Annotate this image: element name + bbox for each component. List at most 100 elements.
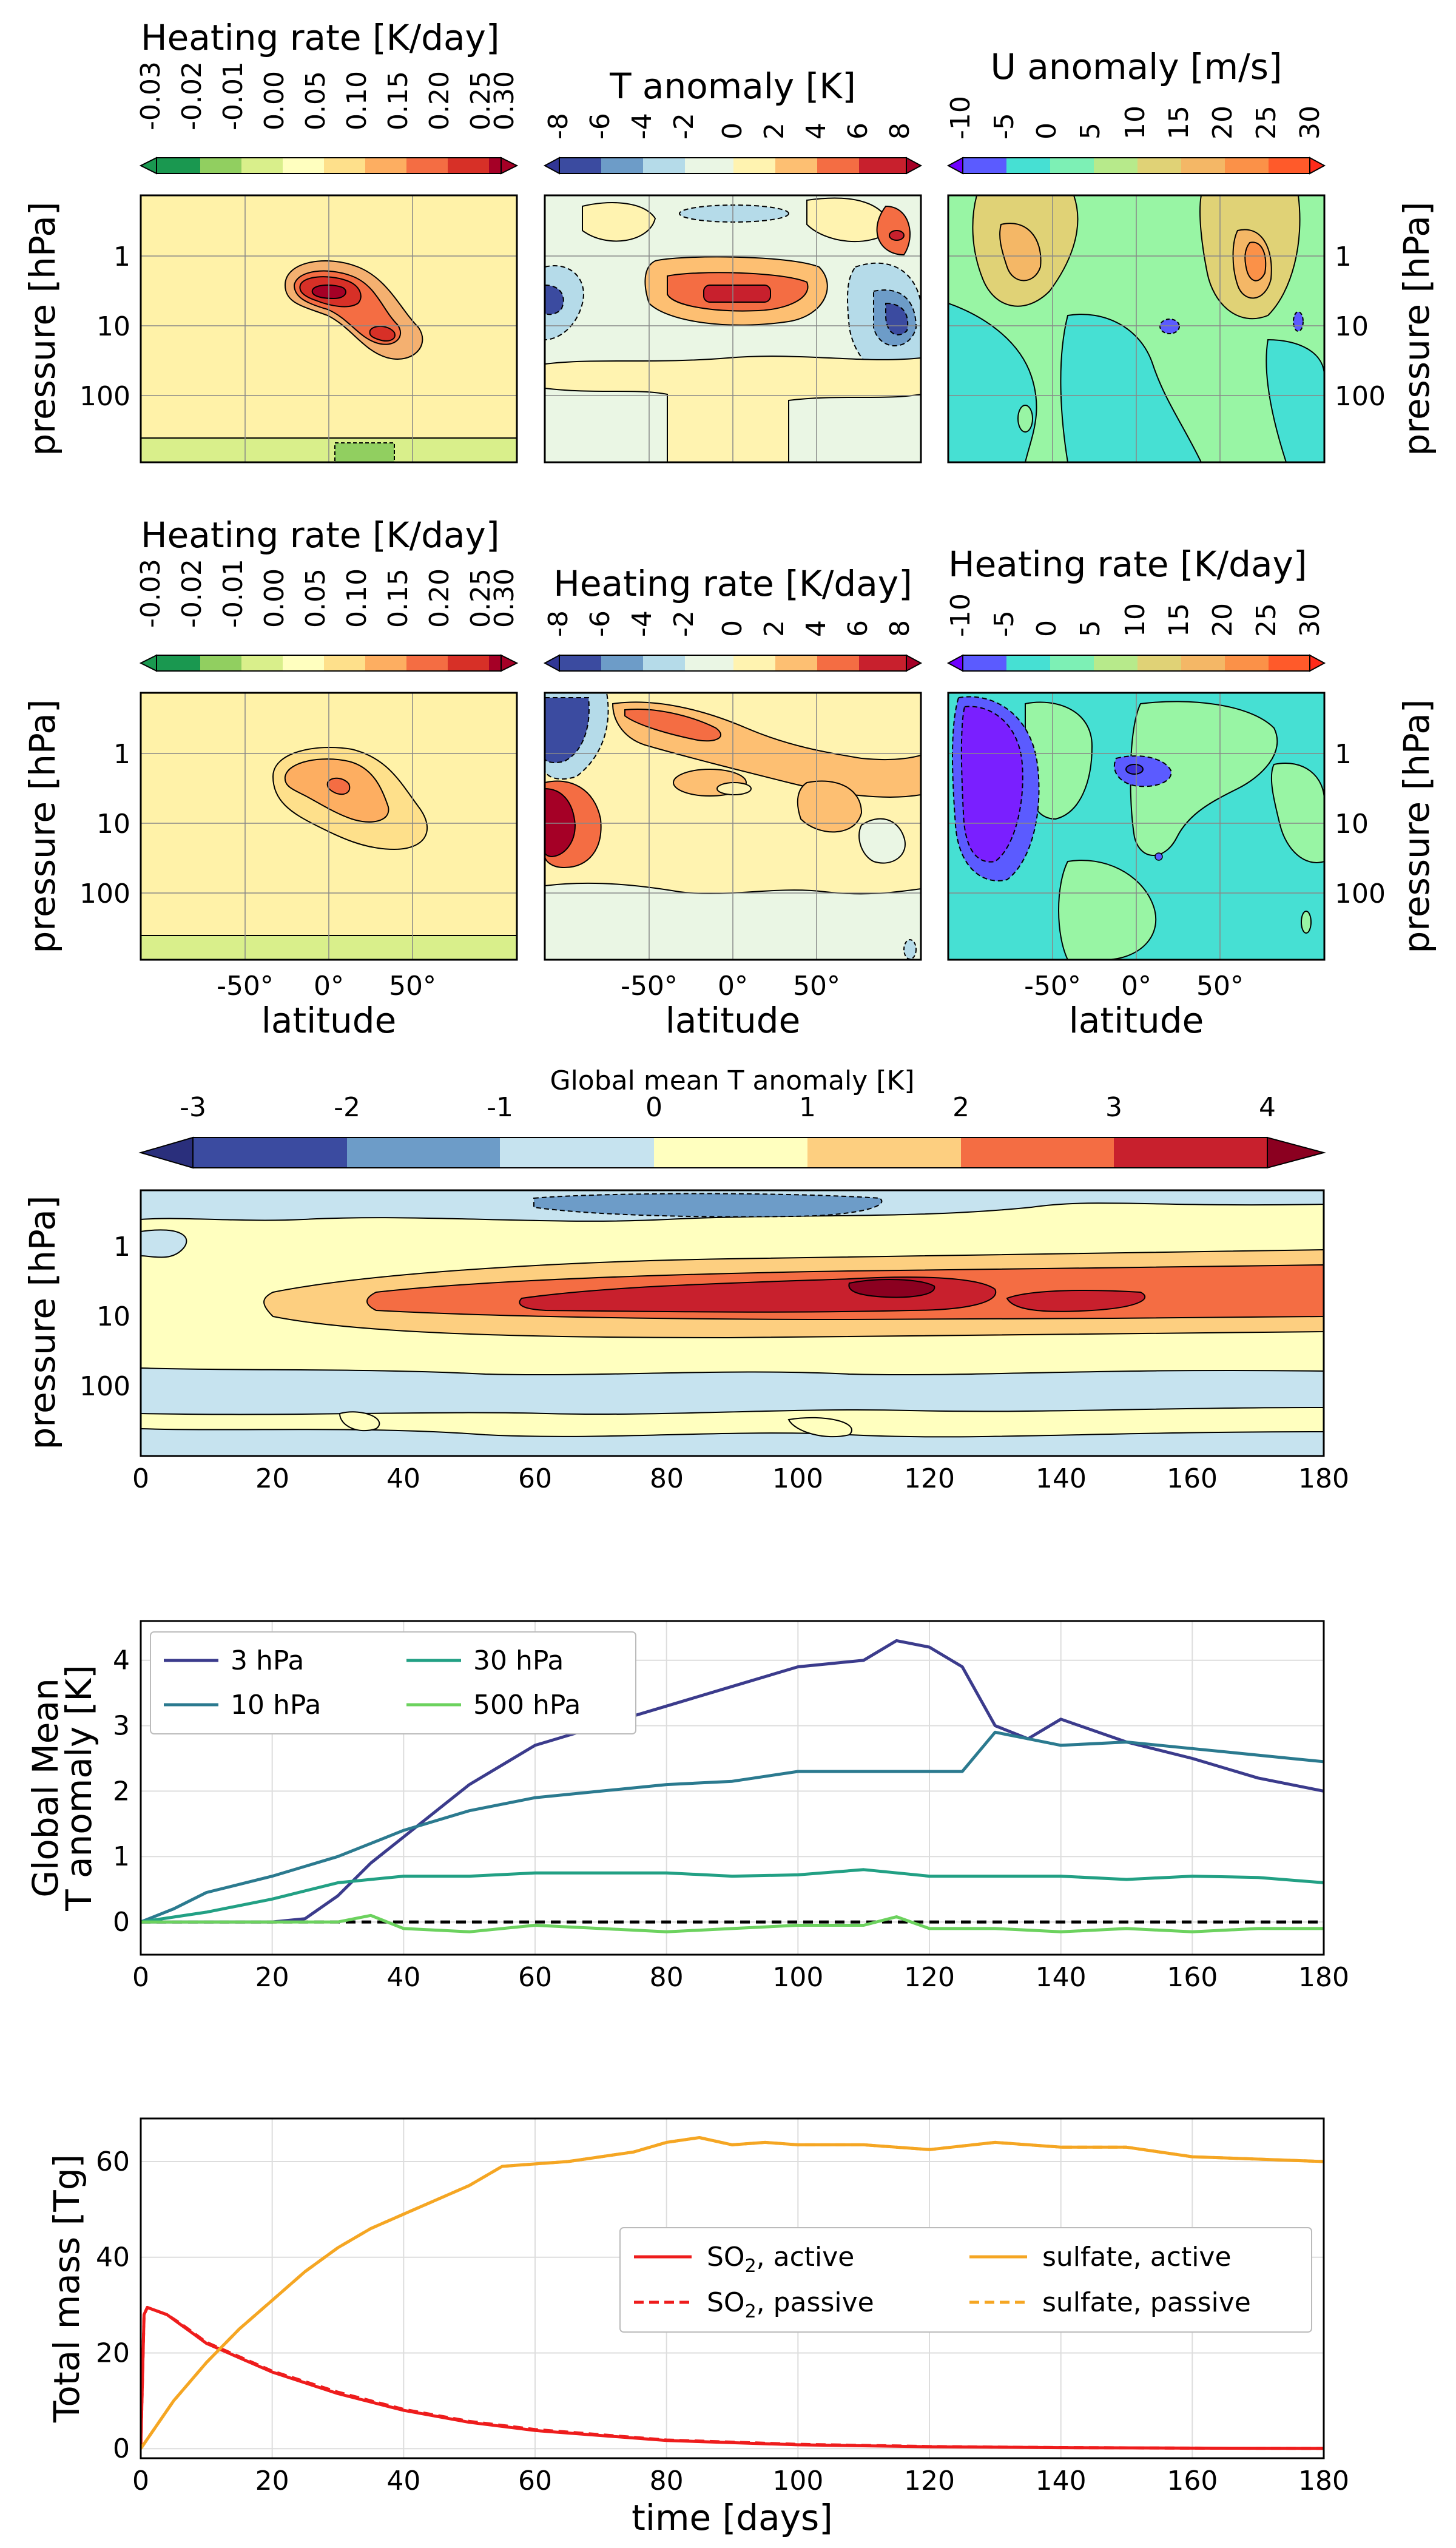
cb1-tick: 0.25 [465,71,496,130]
plot-frame-1 [140,194,518,463]
cb7-tick: 1 [799,1092,816,1123]
ytick-r100: 100 [1335,878,1386,909]
colorbar-ticks-5: -8 -6 -4 -2 0 2 4 6 8 [543,610,915,637]
colorbar-title-3: U anomaly [m/s] [990,46,1282,87]
xtick: 100 [772,1463,823,1494]
ylabel-3: pressure [hPa] [1396,202,1437,456]
xticks-9: 0 20 40 60 80 100 120 140 160 180 [132,2465,1349,2496]
cb3-tick: 5 [1075,123,1106,140]
cb6-seg [1094,655,1138,671]
cb7-tick: 2 [952,1092,969,1123]
cb5-tick: 8 [885,620,915,637]
cb2-arrow-right [906,157,923,175]
ytick-100: 100 [79,1371,130,1402]
plot-frame-9 [140,2117,1325,2459]
colorbar-title-5: Heating rate [K/day] [553,563,912,604]
ylabel-7: pressure [hPa] [22,1196,63,1450]
cb3-seg [1225,158,1269,174]
xtick-label: 60 [518,1962,552,1993]
cb4-seg [365,655,406,671]
ytick-100: 100 [79,878,130,909]
ylabel-1: pressure [hPa] [22,202,63,456]
colorbar-title-4: Heating rate [K/day] [141,514,499,556]
xtick-label: 140 [1036,1962,1087,1993]
cb6-tick: 30 [1295,603,1326,637]
yticks-8: 0 1 2 3 4 [113,1645,130,1938]
xtick-label: 120 [904,2465,955,2496]
cb3-tick: 25 [1251,106,1282,140]
cb1-tick: 0.05 [300,71,331,130]
cb3-seg [963,158,1006,174]
cb3-arrow-right [1309,157,1326,175]
cb5-tick: -6 [585,610,616,637]
colorbar-title-1: Heating rate [K/day] [141,17,499,58]
series-line-so2-passive [141,2306,1324,2450]
ytick-r1: 1 [1335,739,1352,770]
ytick-label: 0 [113,1907,130,1938]
legend-label-500hpa: 500 hPa [473,1690,581,1721]
xtick-label: 20 [255,1962,289,1993]
ylabel-8-line1: Global Mean [25,1678,66,1897]
cb7-seg [961,1138,1114,1168]
cb2-tick: -4 [627,113,658,140]
legend-label-3hpa: 3 hPa [231,1645,304,1676]
cb2-tick: 4 [801,123,832,140]
legend-label-10hpa: 10 hPa [231,1690,321,1721]
cb1-seg [241,158,283,174]
cb1-seg [489,158,501,174]
cb1-tick: -0.01 [218,61,249,130]
xticks-7: 0 20 40 60 80 100 120 140 160 180 [132,1463,1349,1494]
series-line-3-hpa [141,1639,1324,1924]
ytick-1: 1 [113,1232,130,1262]
plot-area-7 [141,1190,1324,1456]
cb2-tick: 8 [885,123,915,140]
cb4-seg [200,655,241,671]
cb2-seg [733,158,775,174]
colorbar-title-6: Heating rate [K/day] [948,544,1307,585]
cb5-seg [859,655,906,671]
xtick: 80 [650,1463,684,1494]
cb1-tick: 0.10 [342,71,372,130]
cb4-tick: -0.02 [177,559,207,628]
cb1-seg [200,158,241,174]
xtick-label: 160 [1167,2465,1218,2496]
cb7-seg [347,1138,500,1168]
cb2-seg [775,158,817,174]
cb6-seg [1269,655,1310,671]
xtick: 160 [1167,1463,1218,1494]
ytick-r1: 1 [1335,241,1352,272]
cb4-seg [406,655,448,671]
ylabel-6: pressure [hPa] [1396,699,1437,954]
series-group-8 [141,1639,1324,1933]
cb6-tick: 10 [1120,603,1151,637]
legend-label-sulfate-active: sulfate, active [1042,2242,1232,2273]
cb5-tick: -8 [543,610,574,637]
series-line-sulfate-passive [141,2136,1324,2450]
cb3-tick: 15 [1164,106,1195,140]
cb6-seg [1181,655,1225,671]
cb4-seg [241,655,283,671]
panel-temp-2: Heating rate [K/day] -8 -6 -4 -2 0 2 4 6… [543,563,923,1041]
series-group-9 [141,2136,1324,2450]
cb7-seg [1114,1138,1267,1168]
xtick-50: 50° [1196,971,1244,1002]
cb1-arrow-right [500,157,519,175]
cb5-tick: 0 [717,620,748,637]
cb4-seg [489,655,501,671]
cb1-tick: -0.02 [177,61,207,130]
legend-label-30hpa: 30 hPa [473,1645,564,1676]
cb6-seg [1138,655,1181,671]
cb7-seg [193,1138,347,1168]
cb4-tick: 0.25 [465,568,496,628]
cb7-seg [654,1138,807,1168]
cb4-tick: 0.10 [342,568,372,628]
cb1-tick: 0.20 [424,71,455,130]
ytick-10: 10 [96,1301,130,1332]
plot-frame-2 [544,194,922,463]
cb2-seg [559,158,601,174]
colorbar-4 [139,654,519,672]
cb3-tick: -5 [989,113,1020,140]
cb3-seg [1181,158,1225,174]
cb7-tick: 4 [1259,1092,1276,1123]
